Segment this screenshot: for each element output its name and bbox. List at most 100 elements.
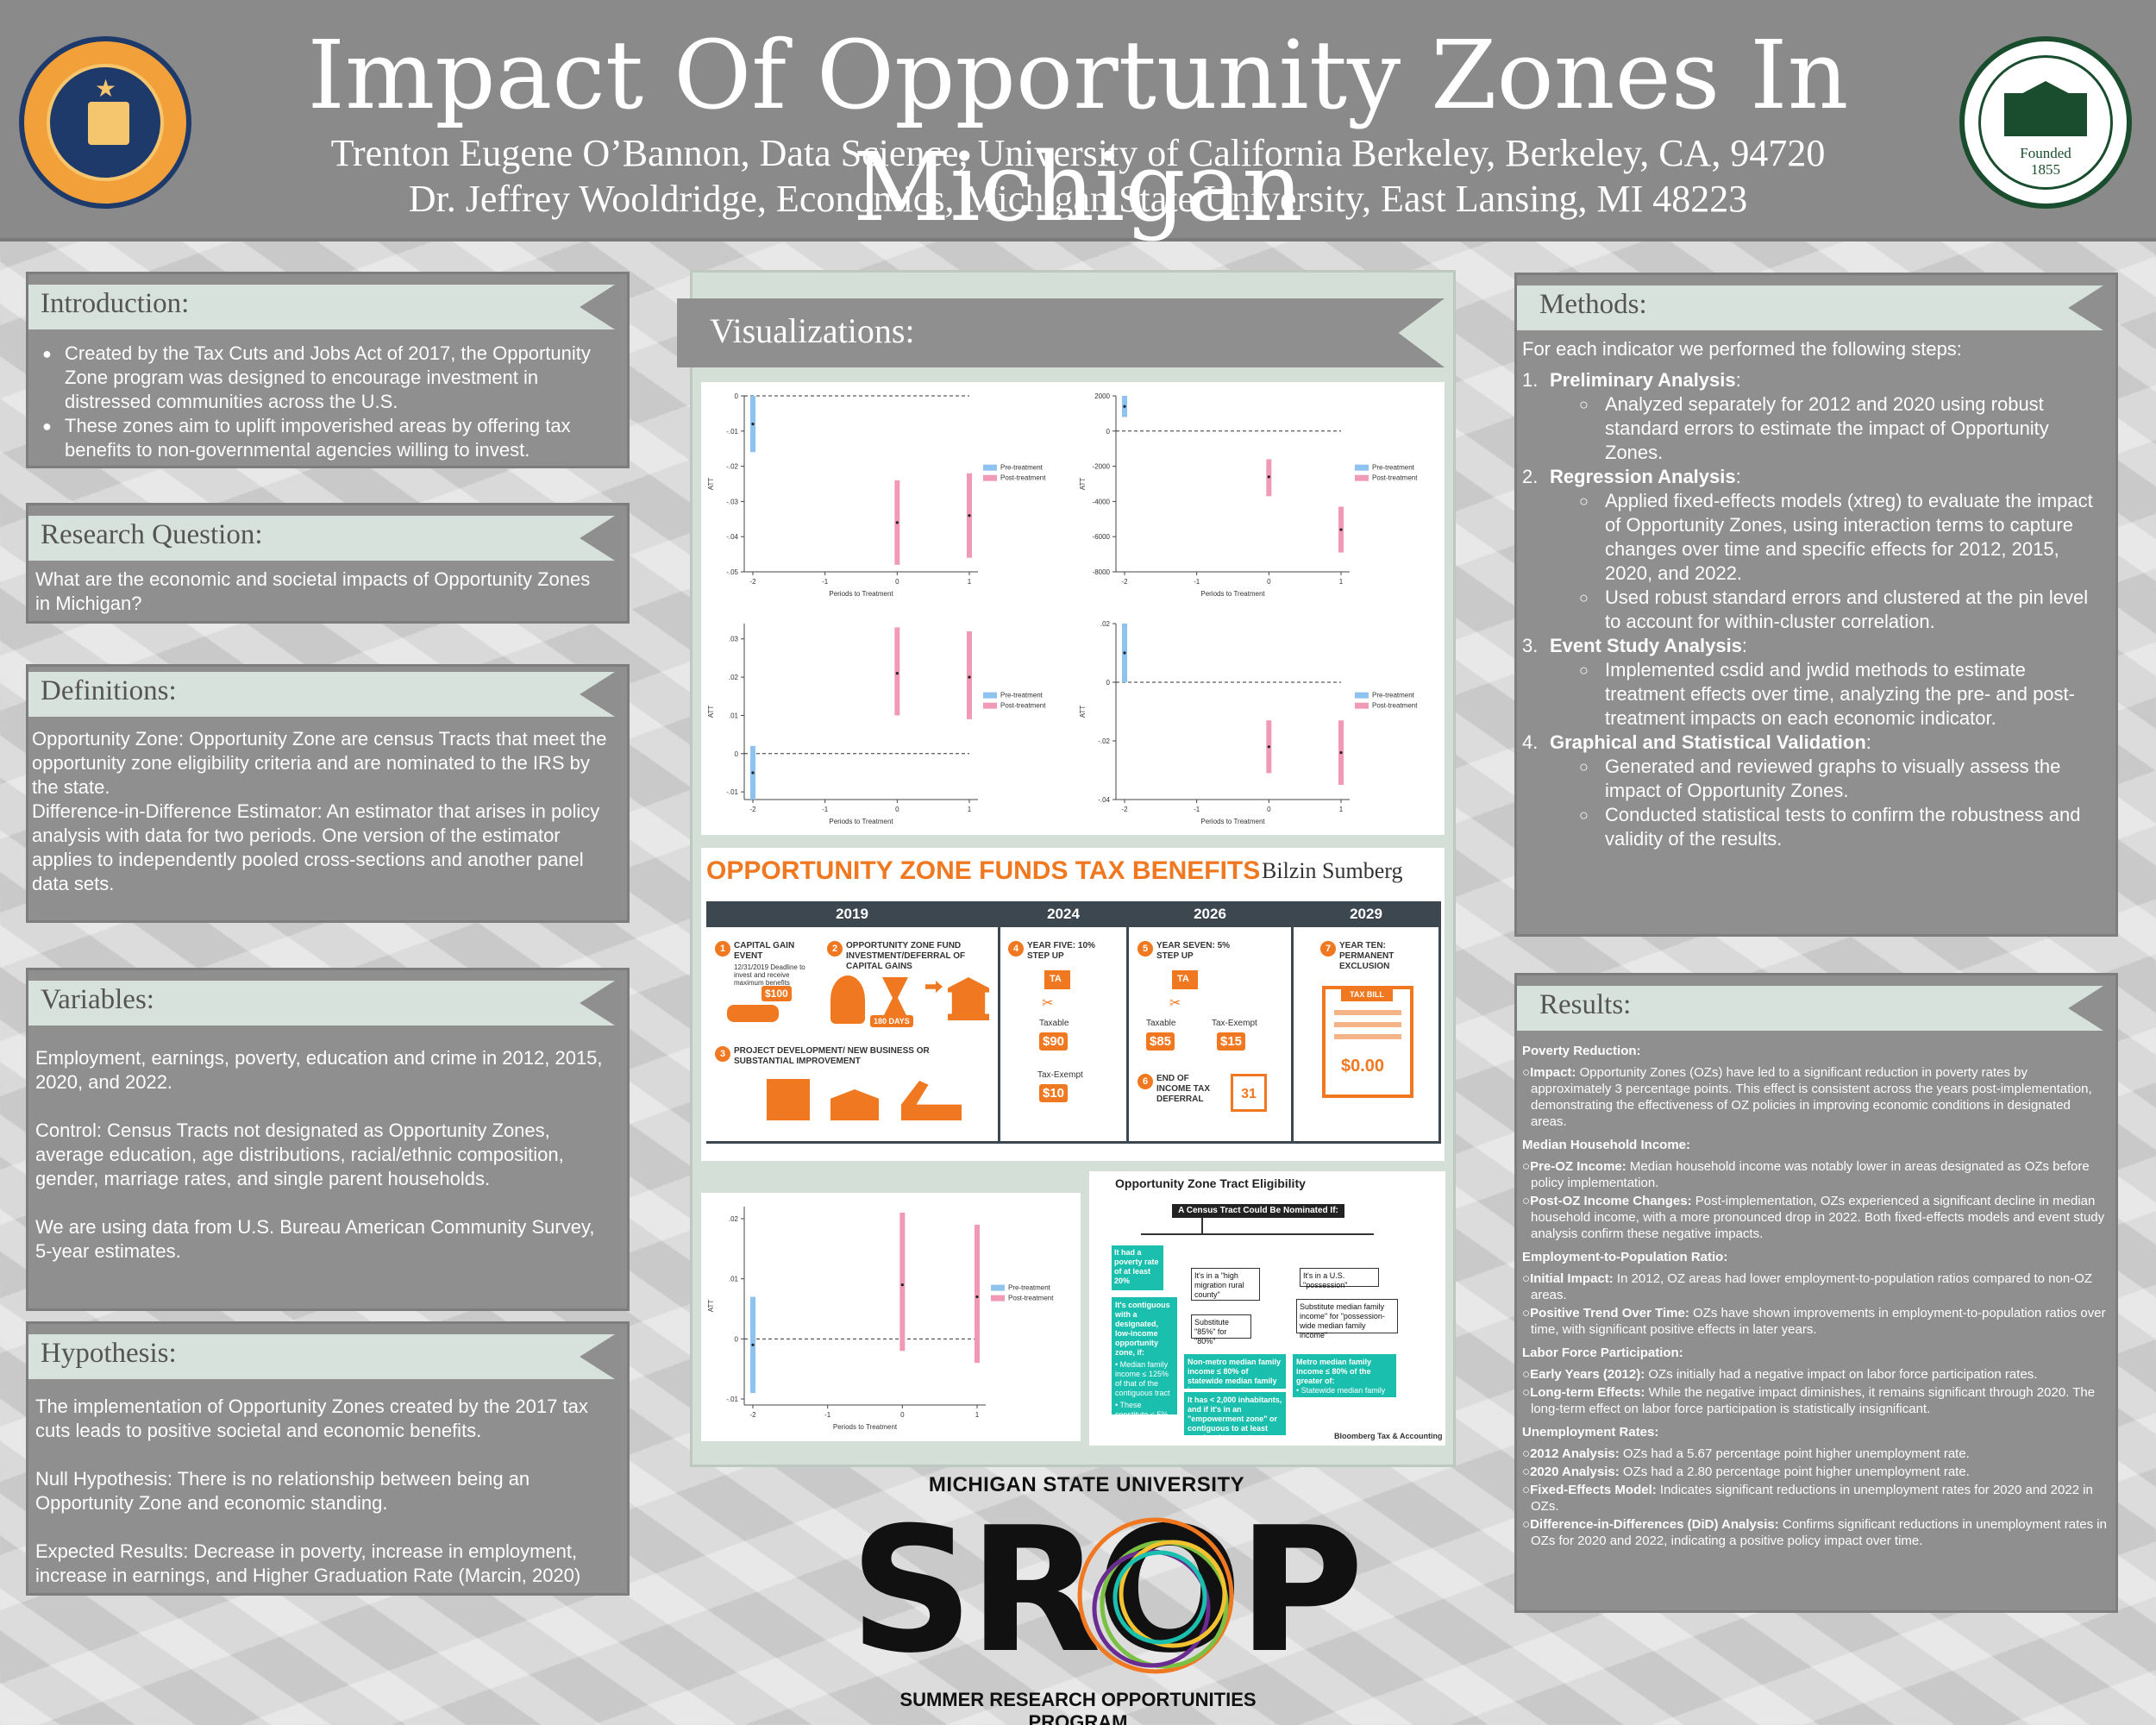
x-tick-label: -2: [1121, 806, 1128, 813]
point-estimate: [1123, 651, 1126, 655]
x-axis-title: Periods to Treatment: [829, 590, 893, 598]
confidence-interval-bar: [894, 627, 900, 716]
tax-benefits-infographic: OPPORTUNITY ZONE FUNDS TAX BENEFITS Bilz…: [701, 848, 1445, 1161]
tax-bill-amount: $0.00: [1341, 1057, 1385, 1076]
methods-step-2-title: Regression Analysis: [1550, 466, 1736, 487]
y-tick-label: -.02: [726, 463, 738, 471]
definitions-panel: Definitions: Opportunity Zone: Opportuni…: [26, 664, 630, 923]
methods-step-3-title: Event Study Analysis: [1550, 635, 1742, 656]
legend-swatch: [983, 464, 997, 471]
year-2019-header: 2019: [706, 901, 998, 927]
legend-swatch: [991, 1295, 1005, 1302]
eligibility-subtitle: A Census Tract Could Be Nominated If:: [1172, 1204, 1344, 1218]
legend-label: Post-treatment: [1000, 702, 1046, 710]
y-tick-label: 0: [735, 1335, 739, 1343]
step-5-taxable-amount: $85: [1146, 1032, 1175, 1051]
results-poverty-heading: Poverty Reduction:: [1522, 1044, 1641, 1058]
eligibility-metro-a: • Statewide median family income, or: [1296, 1386, 1386, 1404]
methods-intro: For each indicator we performed the foll…: [1522, 338, 1962, 360]
arrow-right-icon: [925, 981, 943, 993]
y-axis-title: ATT: [1079, 478, 1087, 491]
x-tick-label: -1: [824, 1411, 831, 1419]
results-item: ○Post-OZ Income Changes: Post-implementa…: [1522, 1194, 2105, 1241]
methods-step-4-title: Graphical and Statistical Validation: [1550, 731, 1866, 753]
point-estimate: [751, 423, 755, 426]
results-employment-heading: Employment-to-Population Ratio:: [1522, 1250, 1728, 1264]
office-building-icon: [767, 1079, 810, 1120]
x-tick-label: -2: [1121, 578, 1128, 586]
legend-swatch: [1355, 464, 1369, 471]
results-item: ○2012 Analysis: OZs had a 5.67 percentag…: [1522, 1446, 1970, 1461]
excavator-icon: [901, 1081, 962, 1120]
eligibility-substitute-box: Substitute median family income" for "po…: [1296, 1299, 1398, 1339]
point-estimate: [751, 1343, 755, 1346]
hand-icon: [727, 1005, 779, 1022]
intro-bullet-1: Created by the Tax Cuts and Jobs Act of …: [35, 342, 622, 414]
x-tick-label: -1: [822, 806, 829, 813]
srop-wordmark: SROP: [849, 1490, 1364, 1691]
point-estimate: [1267, 475, 1270, 479]
results-item: ○Fixed-Effects Model: Indicates signific…: [1522, 1483, 2093, 1514]
methods-panel: Methods: For each indicator we performed…: [1514, 273, 2118, 937]
x-tick-label: 0: [1267, 806, 1271, 813]
eligibility-rural-box: It's in a "high migration rural county": [1191, 1268, 1260, 1301]
methods-step-3-detail-1: Implemented csdid and jwdid methods to e…: [1550, 658, 2109, 731]
x-tick-label: 0: [895, 806, 899, 813]
intro-bullet-2: These zones aim to uplift impoverished a…: [35, 414, 622, 462]
definition-opportunity-zone: Opportunity Zone: Opportunity Zone are c…: [32, 728, 607, 798]
x-axis-title: Periods to Treatment: [833, 1423, 898, 1431]
methods-step-4-detail-1: Generated and reviewed graphs to visuall…: [1550, 755, 2109, 803]
infographic-title: OPPORTUNITY ZONE FUNDS TAX BENEFITS: [706, 856, 1261, 885]
confidence-interval-bar: [967, 630, 972, 719]
eligibility-85-box: Substitute "85%" for "80%": [1191, 1314, 1251, 1346]
legend-label: Pre-treatment: [1000, 464, 1044, 472]
point-estimate: [1339, 751, 1343, 755]
x-tick-label: -1: [822, 578, 829, 586]
poster-title: Impact Of Opportunity Zones In Michigan: [307, 20, 1849, 242]
y-tick-label: .01: [729, 1276, 739, 1283]
hypothesis-panel: Hypothesis: The implementation of Opport…: [26, 1321, 630, 1596]
eligibility-metro-box: Metro median family income ≤ 80% of the …: [1296, 1358, 1372, 1385]
x-tick-label: -2: [749, 1411, 756, 1419]
x-tick-label: -1: [1194, 806, 1200, 813]
results-item: ○Pre-OZ Income: Median household income …: [1522, 1159, 2090, 1190]
scissors-icon: ✂: [1042, 996, 1054, 1011]
eligibility-small-pop-box: It has < 2,000 inhabitants, and if it's …: [1184, 1392, 1286, 1442]
michigan-state-seal-logo: Founded 1855: [1959, 36, 2132, 209]
author-line-2: Dr. Jeffrey Wooldridge, Economics, Michi…: [408, 178, 1748, 220]
legend-swatch: [983, 692, 997, 699]
step-4-taxable-label: Taxable: [1039, 1019, 1069, 1028]
step-6-label: END OF INCOME TAX DEFERRAL: [1156, 1074, 1211, 1104]
point-estimate: [895, 521, 899, 524]
point-estimate: [900, 1283, 904, 1287]
step-5-label: YEAR SEVEN: 5% STEP UP: [1156, 941, 1231, 961]
year-2026-header: 2026: [1129, 901, 1291, 927]
x-tick-label: 1: [975, 1411, 980, 1419]
confidence-interval-bar: [899, 1212, 906, 1352]
srop-program-label: SUMMER RESEARCH OPPORTUNITIES PROGRAM: [899, 1689, 1257, 1725]
results-item: ○Early Years (2012): OZs initially had a…: [1522, 1367, 2038, 1382]
step-5-taxable-label: Taxable: [1146, 1019, 1176, 1028]
calendar-icon: 31: [1231, 1074, 1267, 1112]
x-axis-title: Periods to Treatment: [1200, 590, 1265, 598]
legend-label: Post-treatment: [1008, 1295, 1054, 1302]
results-item: ○2020 Analysis: OZs had a 2.80 percentag…: [1522, 1465, 1970, 1479]
hourglass-icon: [882, 977, 908, 1019]
legend-swatch: [1355, 474, 1369, 481]
eligibility-title: Opportunity Zone Tract Eligibility: [1115, 1176, 1306, 1190]
variables-heading: Variables:: [41, 984, 154, 1015]
methods-steps: 1.Preliminary Analysis: Analyzed separat…: [1522, 368, 2109, 851]
x-axis-title: Periods to Treatment: [829, 818, 893, 825]
methods-heading: Methods:: [1539, 289, 1647, 320]
step-4-exempt-amount: $10: [1039, 1084, 1069, 1102]
y-tick-label: .01: [729, 712, 739, 719]
x-tick-label: 1: [1339, 806, 1344, 813]
variables-controls: Control: Census Tracts not designated as…: [35, 1120, 564, 1189]
confidence-interval-bar: [975, 1224, 980, 1364]
step-7-number: 7: [1320, 941, 1336, 957]
results-heading: Results:: [1539, 989, 1632, 1020]
warehouse-icon: [830, 1089, 879, 1120]
step-4-number: 4: [1008, 941, 1024, 957]
point-estimate: [975, 1295, 979, 1299]
methods-step-2-detail-1: Applied fixed-effects models (xtreg) to …: [1550, 489, 2109, 586]
